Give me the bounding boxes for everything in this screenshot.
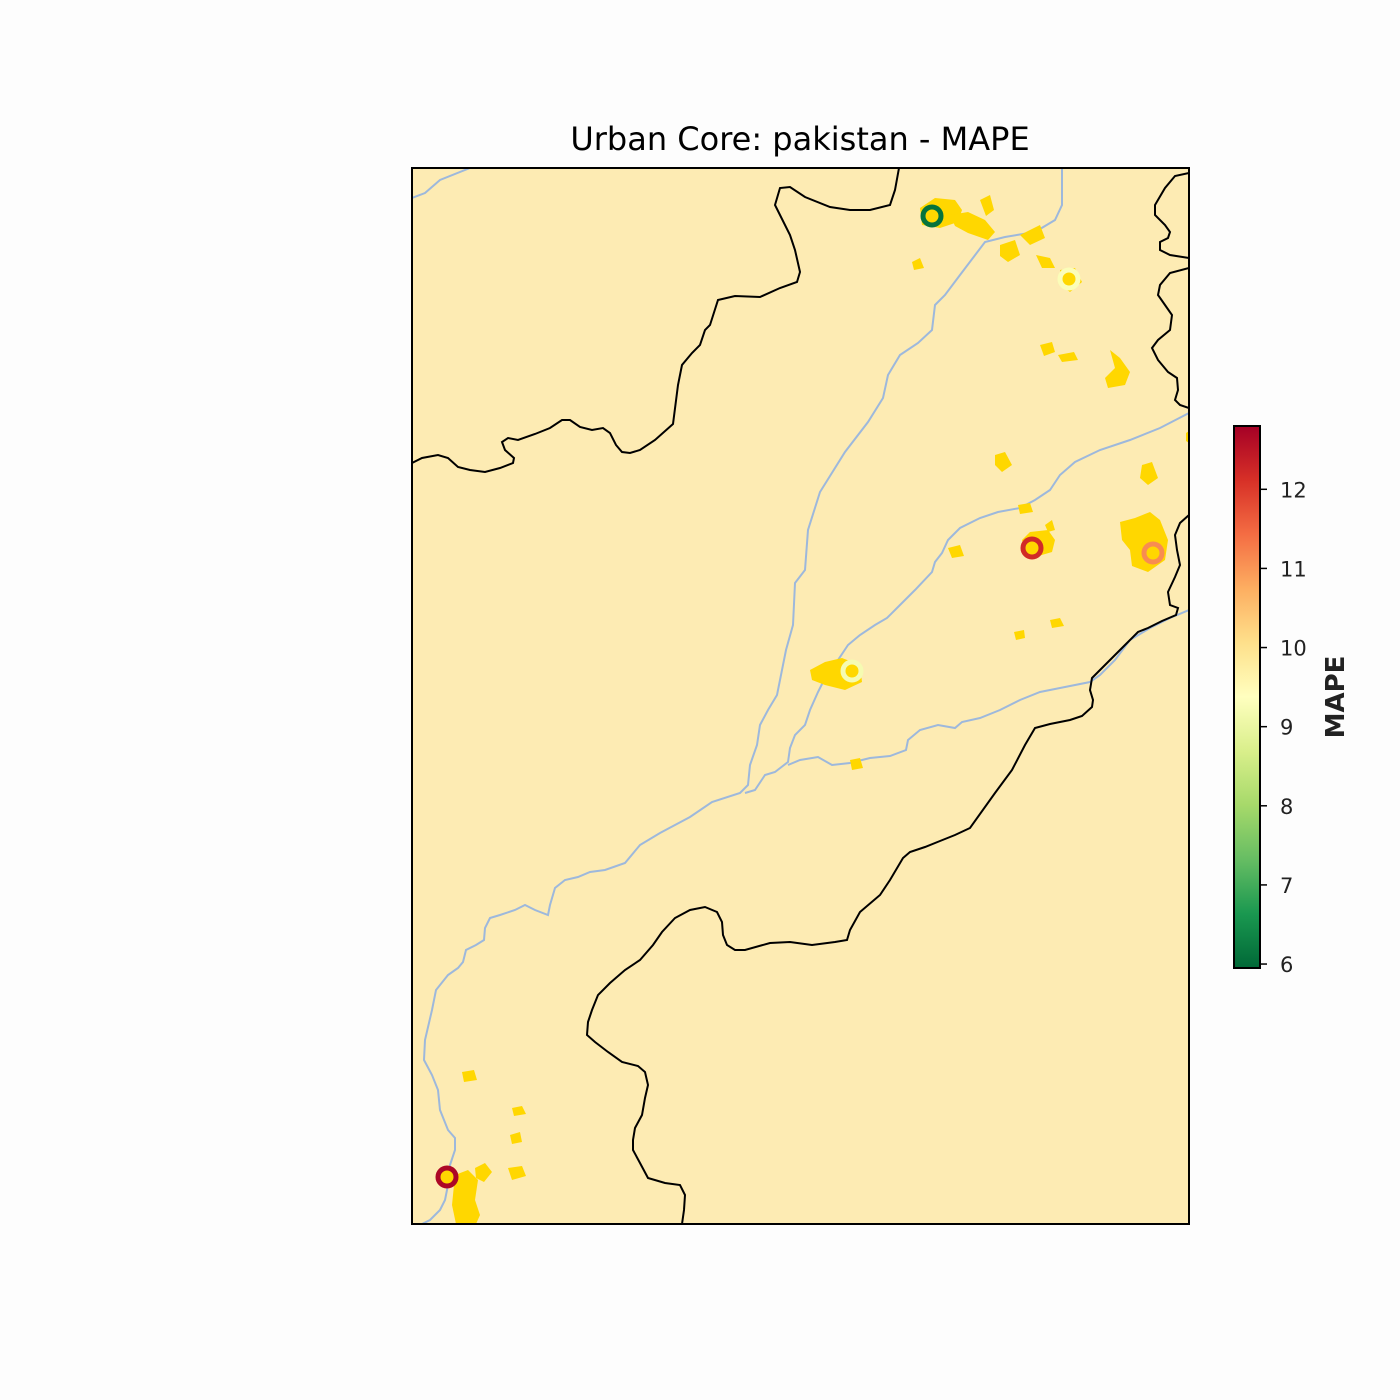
colorbar-label: MAPE <box>1321 656 1351 739</box>
border-afghanistan <box>412 168 900 474</box>
map-frame <box>411 167 1190 1225</box>
indus-river <box>412 168 471 199</box>
urban-area-faisalabad-3 <box>1045 520 1055 532</box>
urban-area-sindh-5 <box>475 1163 492 1182</box>
mape-point-4 <box>1141 541 1165 565</box>
colorbar-tick-label: 6 <box>1280 953 1293 977</box>
urban-area-south-punjab-1 <box>1014 630 1025 640</box>
colorbar-tick-label: 12 <box>1280 478 1307 502</box>
urban-area-east-3 <box>1105 350 1130 388</box>
urban-area-east-6 <box>948 545 964 558</box>
mape-points <box>435 204 1165 1189</box>
urban-area-east-4 <box>1140 462 1158 485</box>
urban-area-south-punjab-3 <box>850 758 863 770</box>
urban-area-sindh-4 <box>508 1166 526 1180</box>
urban-area-east-2 <box>1058 352 1078 362</box>
mape-point-3 <box>1020 536 1044 560</box>
colorbar-tick-label: 9 <box>1280 716 1293 740</box>
colorbar-tick-label: 11 <box>1280 557 1307 581</box>
colorbar-tick-label: 7 <box>1280 874 1293 898</box>
urban-area-islamabad-2 <box>950 212 995 240</box>
urban-area-sindh-1 <box>462 1070 477 1082</box>
urban-area-faisalabad <box>1018 503 1033 514</box>
urban-area-sindh-2 <box>512 1106 526 1116</box>
border-india <box>585 514 1189 1224</box>
urban-area-east-1 <box>1040 342 1055 356</box>
colorbar-ticks: 6 7 8 9 10 11 12 <box>1260 478 1307 977</box>
urban-area-north-2 <box>1020 225 1045 245</box>
mape-point-1 <box>920 204 944 228</box>
map-area <box>412 168 1189 1224</box>
urban-area-north-3 <box>1036 255 1055 268</box>
jhelum-chenab-river <box>744 412 1189 794</box>
colorbar: 6 7 8 9 10 11 12 MAPE <box>1233 425 1351 977</box>
map-title: Urban Core: pakistan - MAPE <box>570 120 1029 158</box>
urban-area-north-4 <box>912 258 924 270</box>
rivers <box>412 168 1189 1224</box>
urban-area-north-1 <box>1000 240 1020 262</box>
urban-area-sargodha <box>995 452 1012 472</box>
urban-area-south-punjab-2 <box>1050 618 1064 628</box>
colorbar-gradient <box>1233 425 1261 969</box>
urban-area-sindh-3 <box>510 1132 522 1144</box>
land-background <box>412 168 1189 1224</box>
indus-river-main <box>421 168 1063 1224</box>
colorbar-tick-label: 8 <box>1280 795 1293 819</box>
mape-point-2 <box>1057 267 1081 291</box>
border-kashmir <box>1150 172 1189 409</box>
borders <box>412 168 1189 1224</box>
mape-point-6 <box>435 1165 459 1189</box>
urban-area-islamabad-3 <box>980 195 994 216</box>
mape-point-5 <box>840 659 864 683</box>
urban-area-hyderabad <box>452 1170 480 1224</box>
colorbar-tick-label: 10 <box>1280 637 1307 661</box>
sutlej-ravi-river <box>787 609 1189 767</box>
